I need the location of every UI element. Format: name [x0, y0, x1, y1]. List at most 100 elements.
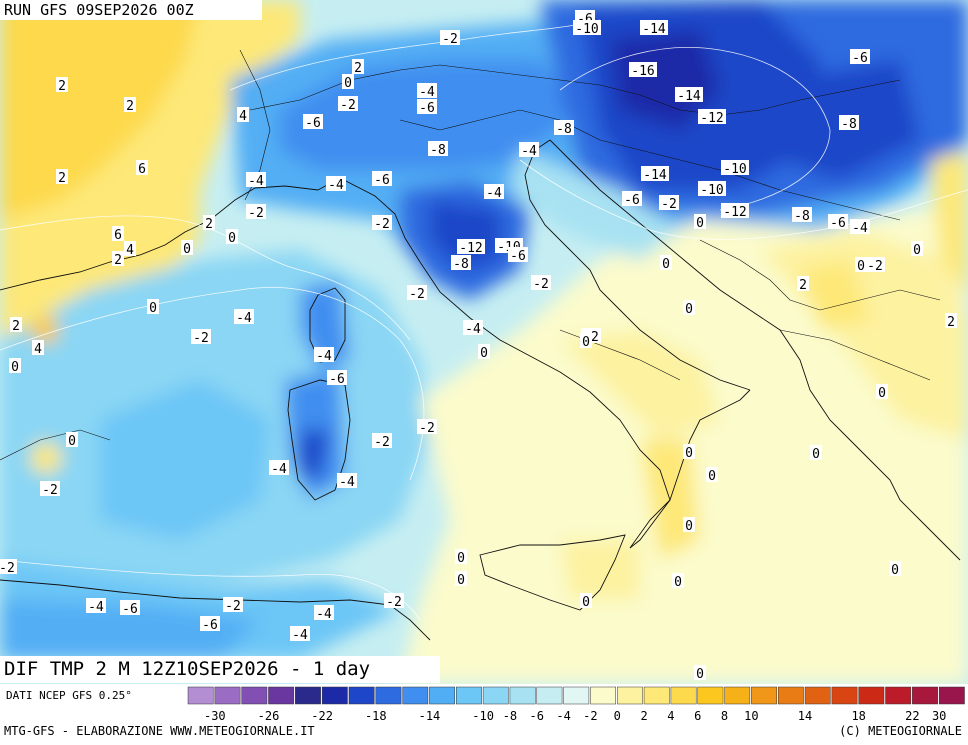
contour-label-text: -2 — [340, 98, 356, 113]
contour-label-bg — [372, 171, 392, 186]
contour-label: 2 — [56, 77, 68, 94]
contour-label-text: -2 — [0, 561, 15, 576]
contour-label-text: -4 — [316, 349, 332, 364]
contour-label: -2 — [384, 593, 404, 610]
contour-label: -12 — [698, 109, 726, 126]
legend-tick-label: -6 — [530, 709, 544, 723]
contour-label-bg — [124, 241, 136, 256]
contour-label: 4 — [124, 241, 136, 258]
contour-label-bg — [865, 257, 885, 272]
legend-tick-label: 14 — [798, 709, 812, 723]
contour-label-text: -6 — [329, 372, 345, 387]
contour-label: -10 — [573, 20, 601, 37]
contour-label-bg — [580, 333, 592, 348]
contour-label-text: 4 — [239, 109, 247, 124]
contour-label-text: -4 — [248, 174, 264, 189]
contour-label-bg — [531, 275, 551, 290]
contour-label-text: -6 — [202, 618, 218, 633]
contour-label-text: 0 — [696, 667, 704, 682]
contour-label: 2 — [945, 313, 957, 330]
contour-label-bg — [314, 605, 334, 620]
contour-label: 2 — [10, 317, 22, 334]
contour-label: 0 — [181, 240, 193, 257]
contour-label-text: 0 — [878, 386, 886, 401]
contour-label-bg — [694, 665, 706, 680]
contour-label-text: 0 — [68, 434, 76, 449]
legend-swatches — [187, 686, 965, 705]
legend-swatch — [268, 686, 295, 705]
contour-label-text: 0 — [812, 447, 820, 462]
contour-label-text: 0 — [913, 243, 921, 258]
contour-label: -8 — [554, 120, 574, 137]
contour-label: -4 — [86, 598, 106, 615]
legend-tick-label: 2 — [640, 709, 647, 723]
contour-label-text: 0 — [582, 335, 590, 350]
contour-label-bg — [850, 49, 870, 64]
contour-label-bg — [828, 214, 848, 229]
contour-label-bg — [640, 20, 668, 35]
contour-label-text: -4 — [465, 322, 481, 337]
contour-label: -8 — [839, 115, 859, 132]
contour-label: 0 — [66, 432, 78, 449]
contour-label-bg — [191, 329, 211, 344]
contour-label-text: -2 — [374, 217, 390, 232]
contour-label-text: 0 — [582, 595, 590, 610]
footer-copyright: (C) METEOGIORNALE — [839, 724, 962, 738]
contour-label-bg — [342, 74, 354, 89]
contour-label-text: 2 — [58, 171, 66, 186]
run-title: RUN GFS 09SEP2026 00Z — [0, 0, 262, 20]
contour-label-text: -2 — [248, 206, 264, 221]
contour-label: 2 — [56, 169, 68, 186]
contour-label: -14 — [640, 20, 668, 37]
contour-label: 0 — [876, 384, 888, 401]
contour-label-text: -6 — [624, 193, 640, 208]
contour-label-bg — [338, 96, 358, 111]
contour-label-bg — [246, 204, 266, 219]
contour-label-text: 0 — [696, 216, 704, 231]
contour-label-bg — [66, 432, 78, 447]
contour-label: -12 — [457, 239, 485, 256]
contour-label: -6 — [850, 49, 870, 66]
contour-label-bg — [683, 300, 695, 315]
legend-swatch — [456, 686, 482, 705]
contour-label: -4 — [314, 605, 334, 622]
contour-label-bg — [40, 481, 60, 496]
contour-label: 2 — [124, 97, 136, 114]
contour-label: -4 — [269, 460, 289, 477]
contour-label-text: -14 — [677, 89, 701, 104]
legend-tick-label: -2 — [583, 709, 597, 723]
contour-label-bg — [9, 358, 21, 373]
contour-label-bg — [622, 191, 642, 206]
contour-label-text: 0 — [674, 575, 682, 590]
legend-swatch — [375, 686, 402, 705]
contour-label-bg — [120, 600, 140, 615]
contour-label-text: 0 — [891, 563, 899, 578]
contour-label-text: -6 — [852, 51, 868, 66]
legend-swatch — [643, 686, 670, 705]
contour-label-bg — [314, 347, 334, 362]
contour-label: 0 — [911, 241, 923, 258]
contour-label: -4 — [314, 347, 334, 364]
legend-tick-label: -26 — [258, 709, 280, 723]
contour-label-text: -12 — [459, 241, 482, 256]
contour-label-text: -8 — [453, 257, 469, 272]
legend-swatch — [670, 686, 697, 705]
legend-tick-label: -22 — [311, 709, 333, 723]
contour-label-bg — [463, 320, 483, 335]
contour-label-text: 0 — [11, 360, 19, 375]
contour-label-text: -4 — [521, 144, 537, 159]
contour-label: -2 — [191, 329, 211, 346]
legend-swatch — [858, 686, 885, 705]
contour-label-bg — [303, 114, 323, 129]
contour-label: 6 — [112, 226, 124, 243]
contour-label-bg — [721, 160, 749, 175]
contour-label-text: -16 — [631, 64, 654, 79]
contour-label: -2 — [372, 215, 392, 232]
contour-label: -2 — [246, 204, 266, 221]
contour-label-bg — [554, 120, 574, 135]
contour-label-text: -12 — [723, 205, 746, 220]
contour-label-bg — [850, 219, 870, 234]
contour-label-text: 2 — [205, 217, 213, 232]
contour-label-text: -8 — [430, 143, 446, 158]
